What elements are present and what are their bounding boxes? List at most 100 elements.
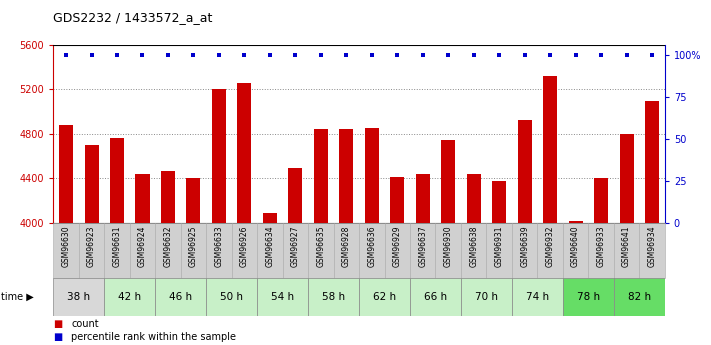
- Text: 66 h: 66 h: [424, 292, 447, 302]
- Text: GSM96638: GSM96638: [469, 225, 479, 267]
- Bar: [639, 223, 665, 278]
- Text: GSM96631: GSM96631: [112, 225, 122, 267]
- Bar: [53, 278, 105, 316]
- Bar: [518, 120, 532, 223]
- Bar: [155, 223, 181, 278]
- Text: GSM96640: GSM96640: [571, 225, 580, 267]
- Bar: [333, 223, 359, 278]
- Bar: [619, 134, 634, 223]
- Text: GSM96636: GSM96636: [368, 225, 376, 267]
- Bar: [181, 223, 206, 278]
- Bar: [155, 278, 206, 316]
- Text: GSM96930: GSM96930: [444, 225, 453, 267]
- Bar: [339, 129, 353, 223]
- Bar: [110, 138, 124, 223]
- Text: GSM96926: GSM96926: [240, 225, 249, 267]
- Bar: [105, 278, 155, 316]
- Text: GSM96639: GSM96639: [520, 225, 529, 267]
- Bar: [365, 128, 379, 223]
- Bar: [512, 223, 538, 278]
- Text: GSM96633: GSM96633: [215, 225, 223, 267]
- Text: GSM96924: GSM96924: [138, 225, 147, 267]
- Text: GDS2232 / 1433572_a_at: GDS2232 / 1433572_a_at: [53, 11, 213, 24]
- Text: 70 h: 70 h: [475, 292, 498, 302]
- Bar: [283, 223, 308, 278]
- Text: 58 h: 58 h: [322, 292, 345, 302]
- Text: GSM96929: GSM96929: [392, 225, 402, 267]
- Bar: [314, 129, 328, 223]
- Bar: [359, 278, 410, 316]
- Text: 46 h: 46 h: [169, 292, 192, 302]
- Text: GSM96927: GSM96927: [291, 225, 300, 267]
- Bar: [129, 223, 155, 278]
- Bar: [466, 174, 481, 223]
- Bar: [206, 223, 232, 278]
- Text: percentile rank within the sample: percentile rank within the sample: [71, 333, 236, 342]
- Bar: [237, 82, 252, 223]
- Bar: [512, 278, 563, 316]
- Text: GSM96635: GSM96635: [316, 225, 326, 267]
- Bar: [645, 101, 659, 223]
- Text: GSM96928: GSM96928: [342, 225, 351, 267]
- Text: count: count: [71, 319, 99, 329]
- Text: 38 h: 38 h: [68, 292, 90, 302]
- Bar: [543, 76, 557, 223]
- Bar: [563, 223, 589, 278]
- Bar: [569, 221, 582, 223]
- Text: 42 h: 42 h: [118, 292, 141, 302]
- Text: GSM96632: GSM96632: [164, 225, 173, 267]
- Text: GSM96634: GSM96634: [265, 225, 274, 267]
- Text: GSM96925: GSM96925: [189, 225, 198, 267]
- Bar: [289, 168, 302, 223]
- Bar: [538, 223, 563, 278]
- Bar: [79, 223, 105, 278]
- Bar: [442, 140, 455, 223]
- Text: ■: ■: [53, 333, 63, 342]
- Bar: [308, 278, 359, 316]
- Bar: [486, 223, 512, 278]
- Bar: [263, 213, 277, 223]
- Bar: [257, 223, 283, 278]
- Bar: [85, 145, 99, 223]
- Bar: [53, 223, 79, 278]
- Text: time ▶: time ▶: [1, 292, 34, 302]
- Bar: [206, 278, 257, 316]
- Bar: [232, 223, 257, 278]
- Text: ■: ■: [53, 319, 63, 329]
- Bar: [359, 223, 385, 278]
- Text: 50 h: 50 h: [220, 292, 243, 302]
- Text: GSM96641: GSM96641: [622, 225, 631, 267]
- Bar: [589, 223, 614, 278]
- Bar: [614, 278, 665, 316]
- Bar: [461, 223, 486, 278]
- Bar: [410, 223, 435, 278]
- Bar: [385, 223, 410, 278]
- Text: GSM96923: GSM96923: [87, 225, 96, 267]
- Text: GSM96630: GSM96630: [62, 225, 70, 267]
- Text: GSM96933: GSM96933: [597, 225, 606, 267]
- Bar: [410, 278, 461, 316]
- Bar: [308, 223, 333, 278]
- Bar: [492, 181, 506, 223]
- Bar: [186, 178, 201, 223]
- Bar: [59, 125, 73, 223]
- Text: GSM96637: GSM96637: [418, 225, 427, 267]
- Text: GSM96934: GSM96934: [648, 225, 656, 267]
- Bar: [435, 223, 461, 278]
- Bar: [161, 171, 175, 223]
- Text: 62 h: 62 h: [373, 292, 396, 302]
- Text: 74 h: 74 h: [526, 292, 549, 302]
- Bar: [614, 223, 639, 278]
- Text: GSM96932: GSM96932: [545, 225, 555, 267]
- Bar: [563, 278, 614, 316]
- Bar: [257, 278, 308, 316]
- Bar: [105, 223, 129, 278]
- Text: 54 h: 54 h: [271, 292, 294, 302]
- Bar: [416, 174, 429, 223]
- Text: 78 h: 78 h: [577, 292, 600, 302]
- Bar: [461, 278, 512, 316]
- Bar: [212, 89, 226, 223]
- Text: GSM96931: GSM96931: [495, 225, 503, 267]
- Bar: [136, 174, 149, 223]
- Bar: [594, 178, 608, 223]
